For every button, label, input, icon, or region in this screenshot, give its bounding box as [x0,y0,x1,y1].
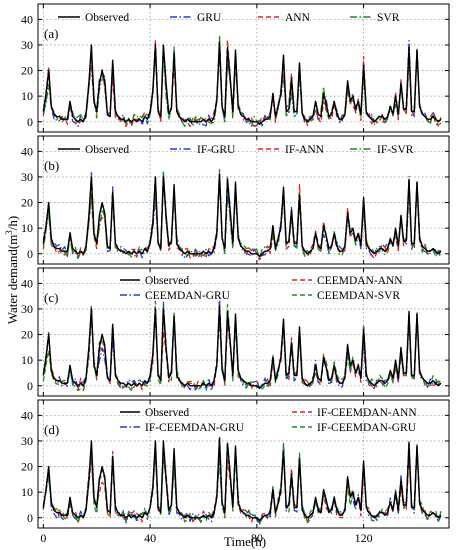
legend-entry: IF-GRU [197,144,236,156]
panel-label: (c) [44,290,58,305]
legend-entry: Observed [145,407,189,419]
series-line-svr [42,34,442,128]
y-tick-label: 40 [21,408,33,422]
series-line-observed [42,173,442,257]
legend: Observed IF-GRU IF-ANN IF-SVR [58,144,414,156]
series-line-if-gru [42,170,442,260]
plot-frame [37,3,450,133]
y-tick-label: 10 [21,485,33,499]
y-axis-label-main: Water demand(m [5,235,20,325]
y-tick-label: 10 [21,221,33,235]
y-axis-label: Water demand(m3/h) [4,216,20,325]
legend: Observed CEEMDAN-ANN CEEMDAN-GRU CEEMDAN-SV… [120,275,403,302]
series-line-if-ceemdan-gru [42,439,442,525]
legend-entry: Observed [85,144,129,156]
legend-entry: ANN [285,12,311,24]
legend-entry: IF-CEEMDAN-ANN [317,407,417,419]
y-tick-label: 30 [21,170,33,184]
panel-label: (d) [44,422,59,437]
chart-panel-3: 0 10 20 30 40 (c) Observed CEEMDAN-ANN CEEMDAN-G… [21,267,450,397]
x-tick-label: 80 [251,531,263,545]
y-axis-title: Water demand(m3/h) [4,216,20,325]
y-tick-label: 40 [21,12,33,26]
y-axis-label-sup: 3 [4,230,14,235]
legend-entry: Observed [85,12,129,24]
x-tick-label: 120 [355,531,373,545]
chart-panel-2: 0 10 20 30 40 (b) Observed IF-GRU IF-ANN IF-SVR [21,135,450,265]
legend-entry: CEEMDAN-SVR [317,290,400,302]
y-tick-label: 20 [21,328,33,342]
plot-frame [37,399,450,529]
legend-entry: IF-CEEMDAN-GRU [317,422,417,434]
plot-frame [37,135,450,265]
y-tick-label: 0 [27,115,33,129]
y-tick-label: 40 [21,144,33,158]
panels: 0 10 20 30 40 (a) Observed GRU ANN SVR 0 10 20 30 40 (b… [21,3,450,545]
chart-panel-1: 0 10 20 30 40 (a) Observed GRU ANN SVR [21,3,450,133]
series-line-observed [42,305,442,389]
legend-entry: IF-SVR [377,144,414,156]
panel-label: (a) [44,26,58,41]
y-tick-label: 10 [21,89,33,103]
y-tick-label: 20 [21,460,33,474]
y-tick-label: 20 [21,196,33,210]
legend: Observed IF-CEEMDAN-ANN IF-CEEMDAN-GRU IF-C… [120,407,417,434]
y-tick-label: 30 [21,38,33,52]
series-line-ceemdan-ann [42,301,442,392]
y-tick-label: 10 [21,353,33,367]
series-line-observed [42,41,442,126]
panel-label: (b) [44,158,59,173]
y-tick-label: 0 [27,379,33,393]
y-tick-label: 30 [21,302,33,316]
series-line-observed [42,437,442,521]
legend-entry: IF-ANN [285,144,325,156]
legend-entry: CEEMDAN-ANN [317,275,403,287]
y-tick-label: 30 [21,434,33,448]
y-tick-label: 0 [27,511,33,525]
y-tick-label: 20 [21,64,33,78]
plot-frame [37,267,450,397]
legend-entry: IF-CEEMDAN-GRU [145,422,245,434]
y-tick-label: 0 [27,247,33,261]
x-tick-label: 0 [40,531,46,545]
y-tick-label: 40 [21,276,33,290]
legend-entry: SVR [377,12,400,24]
legend-entry: GRU [197,12,222,24]
legend-entry: Observed [145,275,189,287]
legend: Observed GRU ANN SVR [58,12,400,24]
x-tick-label: 40 [144,531,156,545]
series-line-gru [42,39,442,128]
series-line-ceemdan-svr [42,300,442,392]
y-axis-label-tail: /h) [5,216,20,230]
legend-entry: CEEMDAN-GRU [145,290,231,302]
chart-panel-4: 0 10 20 30 40 0 40 80 120 (d) Observed IF-CEEMDAN-A… [21,399,450,545]
x-axis-label: Time(h) [224,534,266,549]
